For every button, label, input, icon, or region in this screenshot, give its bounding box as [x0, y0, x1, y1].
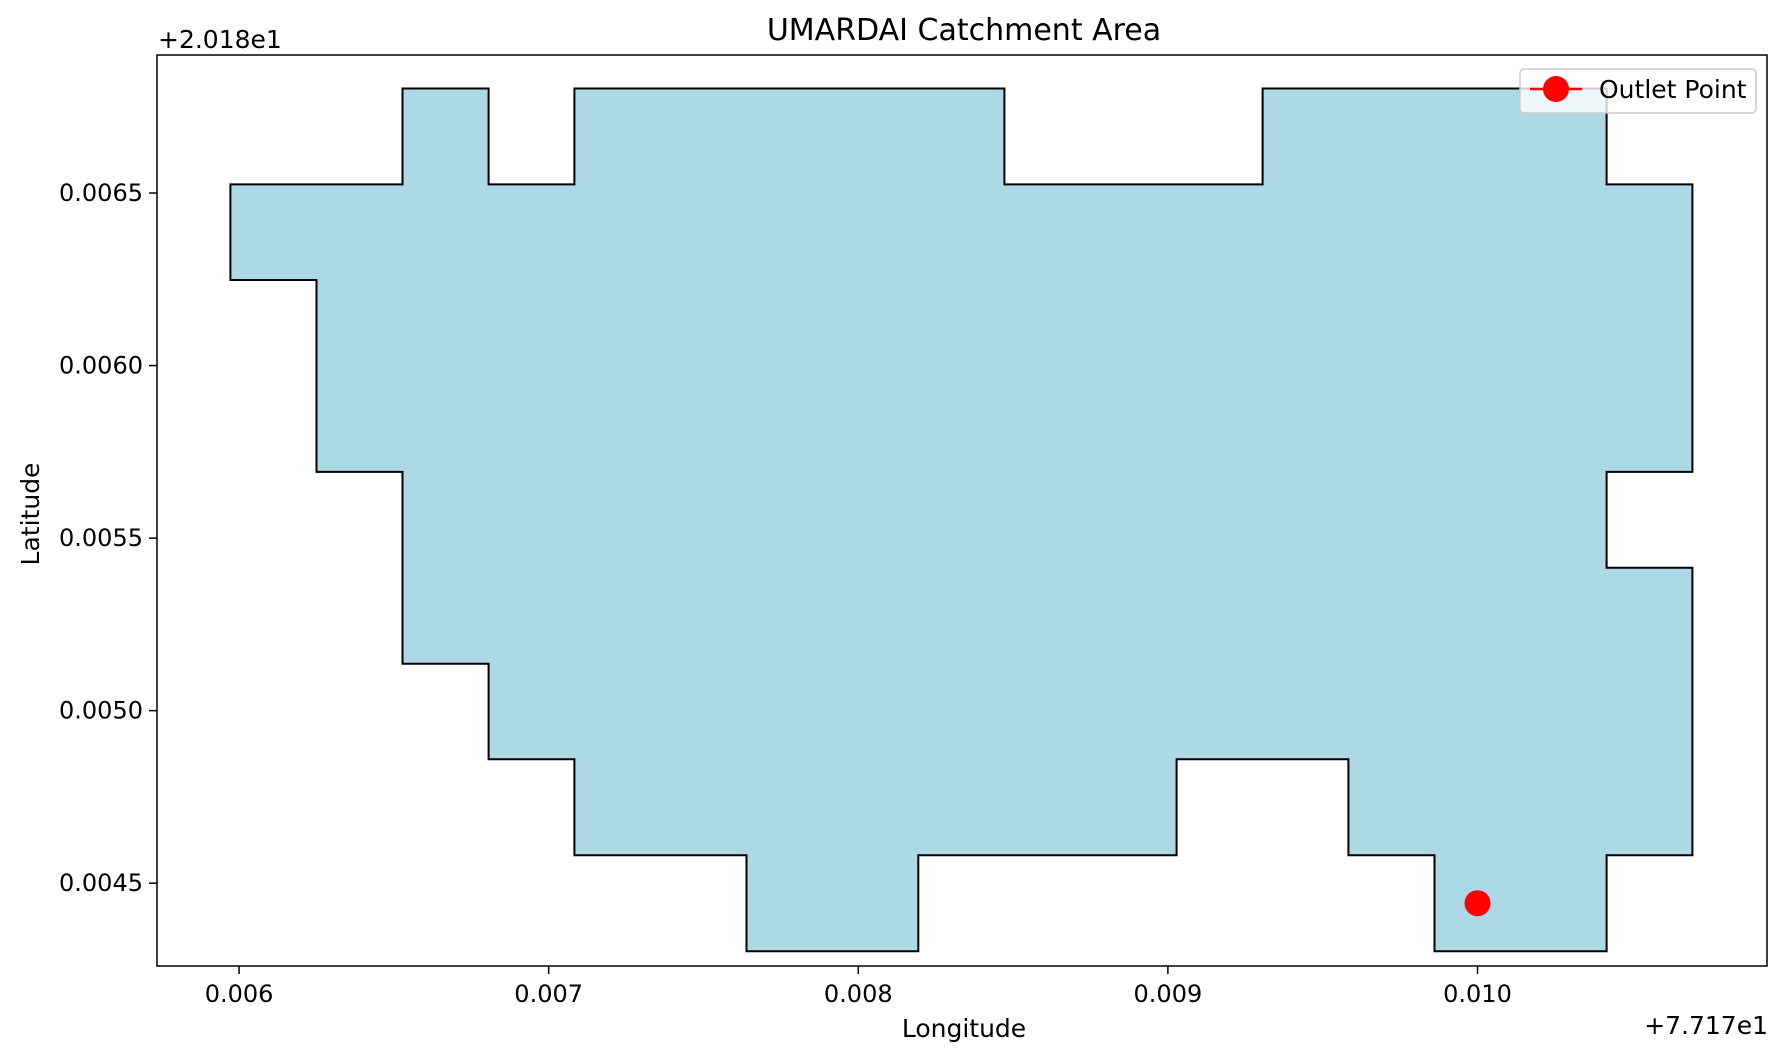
chart-title: UMARDAI Catchment Area — [767, 13, 1161, 48]
legend-outlet-marker — [1543, 76, 1569, 102]
x-tick-label: 0.006 — [205, 980, 274, 1008]
x-tick-label: 0.007 — [514, 980, 583, 1008]
x-tick-label: 0.010 — [1443, 980, 1512, 1008]
y-tick-label: 0.0055 — [59, 524, 143, 552]
y-axis-label: Latitude — [16, 463, 45, 566]
x-tick-label: 0.008 — [824, 980, 893, 1008]
legend: Outlet Point — [1519, 68, 1757, 114]
y-tick-label: 0.0050 — [59, 697, 143, 725]
catchment-polygon — [229, 87, 1694, 953]
axes-frame — [156, 54, 1768, 967]
x-tick-label: 0.009 — [1134, 980, 1203, 1008]
y-tick-label: 0.0060 — [59, 352, 143, 380]
x-offset-label: +7.717e1 — [1644, 1011, 1768, 1040]
y-offset-label: +2.018e1 — [158, 25, 282, 54]
y-tick-label: 0.0045 — [59, 869, 143, 897]
outlet-point-marker — [1464, 890, 1491, 917]
plot-area — [229, 87, 1694, 953]
y-tick-label: 0.0065 — [59, 179, 143, 207]
x-axis-ticks: 0.006 0.007 0.008 0.009 0.010 — [205, 966, 1512, 1008]
legend-outlet-label: Outlet Point — [1599, 75, 1747, 104]
y-axis-ticks: 0.0045 0.0050 0.0055 0.0060 0.0065 — [59, 179, 157, 897]
x-axis-label: Longitude — [902, 1014, 1026, 1043]
legend-box — [1519, 68, 1757, 114]
